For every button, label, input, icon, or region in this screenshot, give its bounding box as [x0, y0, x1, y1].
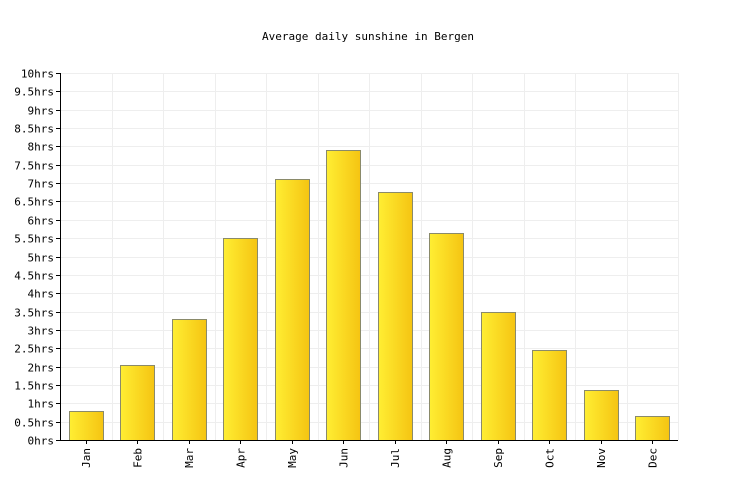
y-tick-label: 0hrs	[28, 435, 55, 448]
y-tick-label: 3.5hrs	[14, 307, 54, 320]
y-tick-label: 6hrs	[28, 215, 55, 228]
x-tick-label: Oct	[543, 448, 556, 468]
y-tick-label: 2.5hrs	[14, 343, 54, 356]
bar-jul	[378, 192, 413, 441]
y-tick-label: 10hrs	[21, 68, 54, 81]
bar-may	[275, 179, 310, 441]
y-tick-label: 7hrs	[28, 178, 55, 191]
bar-jun	[326, 150, 361, 441]
bar-apr	[223, 238, 258, 441]
x-tick-label: Sep	[492, 448, 505, 468]
x-tick-label: Jun	[337, 448, 350, 468]
y-tick-label: 5.5hrs	[14, 233, 54, 246]
y-tick-label: 9hrs	[28, 105, 55, 118]
axes	[56, 73, 678, 444]
bar-sep	[481, 312, 516, 441]
bar-jan	[69, 411, 104, 441]
y-tick-label: 4.5hrs	[14, 270, 54, 283]
x-tick-label: Aug	[440, 448, 453, 468]
y-tick-label: 5hrs	[28, 252, 55, 265]
x-tick-label: Nov	[595, 448, 608, 468]
y-tick-label: 7.5hrs	[14, 160, 54, 173]
grid-lines	[60, 73, 679, 440]
x-tick-label: Feb	[131, 448, 144, 468]
y-tick-label: 1.5hrs	[14, 380, 54, 393]
x-tick-label: May	[286, 448, 299, 468]
y-tick-label: 0.5hrs	[14, 417, 54, 430]
y-tick-labels: 0hrs 0.5hrs 1hrs 1.5hrs 2hrs 2.5hrs 3hrs 3.5hrs…	[14, 68, 54, 448]
y-tick-label: 9.5hrs	[14, 86, 54, 99]
bar-dec	[635, 416, 670, 441]
y-tick-label: 4hrs	[28, 288, 55, 301]
y-tick-label: 3hrs	[28, 325, 55, 338]
y-tick-label: 8.5hrs	[14, 123, 54, 136]
x-tick-labels: Jan Feb Mar Apr May Jun Jul Aug Sep Oct Nov Dec	[80, 448, 660, 468]
x-tick-label: Dec	[646, 448, 659, 468]
bar-aug	[429, 233, 464, 441]
y-tick-label: 8hrs	[28, 141, 55, 154]
bars	[69, 150, 670, 441]
bar-nov	[584, 390, 619, 441]
bar-oct	[532, 350, 567, 441]
bar-mar	[172, 319, 207, 441]
x-tick-label: Jan	[80, 448, 93, 468]
x-tick-label: Mar	[183, 448, 196, 468]
x-tick-label: Jul	[389, 448, 402, 468]
y-tick-label: 1hrs	[28, 398, 55, 411]
y-tick-label: 6.5hrs	[14, 196, 54, 209]
y-tick-label: 2hrs	[28, 362, 55, 375]
x-tick-label: Apr	[234, 448, 247, 468]
bar-feb	[120, 365, 155, 441]
chart-title: Average daily sunshine in Bergen	[262, 30, 474, 43]
